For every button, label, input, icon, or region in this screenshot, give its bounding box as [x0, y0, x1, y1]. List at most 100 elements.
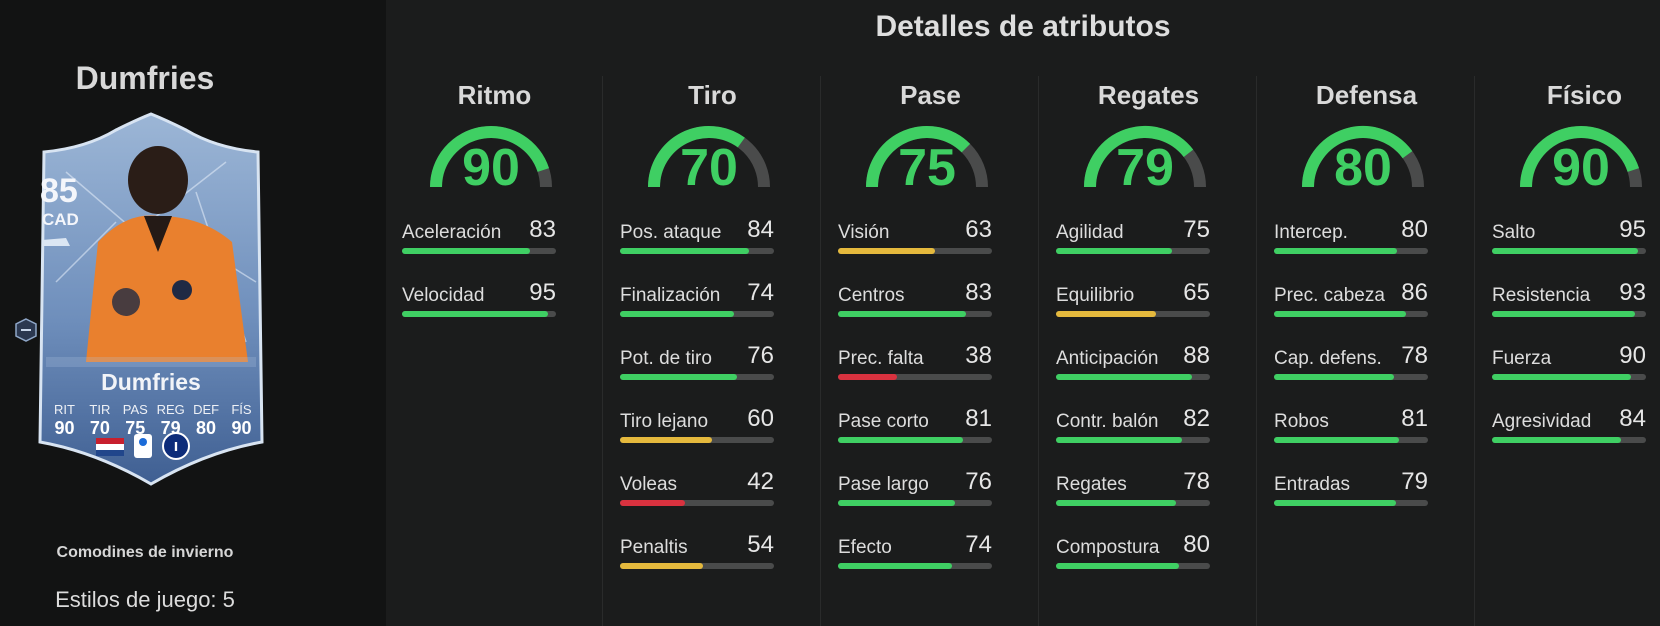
- stat-row: Prec. cabeza 86: [1274, 279, 1434, 319]
- stat-value: 84: [1619, 405, 1646, 432]
- chemistry-style-icon: [15, 318, 37, 342]
- stat-value: 84: [747, 216, 774, 243]
- card-player-name: Dumfries: [101, 369, 201, 395]
- stat-label: Penaltis: [620, 537, 688, 558]
- stat-row: Cap. defens. 78: [1274, 342, 1434, 382]
- stat-row: Aceleración 83: [402, 216, 562, 256]
- card-stat-label: FÍS: [231, 402, 252, 417]
- stat-row: Voleas 42: [620, 468, 780, 508]
- stat-label: Entradas: [1274, 474, 1351, 495]
- stat-bar-fill: [1274, 500, 1396, 506]
- stat-bar-fill: [1056, 374, 1192, 380]
- stat-row: Pot. de tiro 76: [620, 342, 780, 382]
- stat-row: Resistencia 93: [1492, 279, 1652, 319]
- stat-row: Compostura 80: [1056, 531, 1216, 571]
- stat-bar-track: [620, 374, 774, 380]
- promo-name: Comodines de invierno: [56, 544, 234, 561]
- stat-row: Agilidad 75: [1056, 216, 1216, 256]
- card-rating: 85: [40, 172, 78, 210]
- stat-bar-track: [620, 311, 774, 317]
- card-stat-label: RIT: [54, 402, 75, 417]
- league-badge-icon: [134, 434, 152, 458]
- stat-label: Cap. defens.: [1274, 348, 1382, 369]
- category-gauge: 79: [1078, 120, 1212, 196]
- stat-bar-fill: [1492, 374, 1631, 380]
- stat-bar-fill: [1492, 437, 1621, 443]
- stat-value: 80: [1401, 216, 1428, 243]
- stat-bar-track: [1274, 500, 1428, 506]
- stat-value: 80: [1183, 531, 1210, 558]
- card-position: CAD: [42, 210, 79, 229]
- stat-value: 81: [1401, 405, 1428, 432]
- stat-row: Fuerza 90: [1492, 342, 1652, 382]
- stat-bar-track: [620, 248, 774, 254]
- stat-bar-track: [1492, 437, 1646, 443]
- stat-row: Prec. falta 38: [838, 342, 998, 382]
- stat-bar-fill: [1274, 437, 1399, 443]
- category-title: Tiro: [688, 80, 737, 110]
- stat-bar-fill: [838, 311, 966, 317]
- stat-value: 82: [1183, 405, 1210, 432]
- category-gauge: 70: [642, 120, 776, 196]
- stat-value: 95: [1619, 216, 1646, 243]
- stat-row: Agresividad 84: [1492, 405, 1652, 445]
- stat-bar-track: [1056, 374, 1210, 380]
- category-value: 90: [462, 139, 520, 197]
- card-stat-label: REG: [156, 402, 185, 417]
- stat-label: Prec. cabeza: [1274, 285, 1385, 306]
- stat-bar-track: [620, 563, 774, 569]
- nation-flag-icon: [96, 438, 124, 456]
- stat-bar-fill: [838, 248, 935, 254]
- stat-bar-fill: [1274, 311, 1406, 317]
- stat-label: Pot. de tiro: [620, 348, 712, 369]
- stat-bar-track: [838, 311, 992, 317]
- stat-value: 42: [747, 468, 774, 495]
- stat-label: Pase corto: [838, 411, 929, 432]
- stat-label: Voleas: [620, 474, 678, 495]
- category-value: 75: [898, 139, 956, 197]
- stat-row: Velocidad 95: [402, 279, 562, 319]
- stat-label: Tiro lejano: [620, 411, 709, 432]
- category-title: Pase: [900, 80, 961, 110]
- svg-text:I: I: [174, 440, 178, 454]
- stat-value: 90: [1619, 342, 1646, 369]
- stat-value: 75: [1183, 216, 1210, 243]
- stat-bar-fill: [1492, 248, 1638, 254]
- stat-label: Efecto: [838, 537, 892, 558]
- stat-value: 95: [529, 279, 556, 306]
- stat-label: Regates: [1056, 474, 1127, 495]
- stat-value: 88: [1183, 342, 1210, 369]
- category-gauge: 90: [424, 120, 558, 196]
- category-value: 70: [680, 139, 738, 197]
- stat-bar-fill: [1492, 311, 1635, 317]
- category-title: Ritmo: [457, 80, 532, 110]
- gauge-fill: [430, 126, 550, 188]
- stat-bar-track: [1492, 374, 1646, 380]
- stat-bar-track: [1492, 311, 1646, 317]
- stat-label: Pos. ataque: [620, 222, 722, 243]
- stat-row: Pos. ataque 84: [620, 216, 780, 256]
- stat-label: Prec. falta: [838, 348, 924, 369]
- stat-row: Pase corto 81: [838, 405, 998, 445]
- category-title: Físico: [1546, 80, 1623, 110]
- stat-label: Resistencia: [1492, 285, 1591, 306]
- stat-bar-track: [620, 437, 774, 443]
- gauge-fill: [1520, 126, 1640, 188]
- stat-bar-fill: [1056, 248, 1172, 254]
- column-divider: [1038, 76, 1039, 626]
- stat-bar-track: [838, 500, 992, 506]
- stat-row: Equilibrio 65: [1056, 279, 1216, 319]
- stat-row: Tiro lejano 60: [620, 405, 780, 445]
- stat-bar-track: [1056, 437, 1210, 443]
- playstyles-count[interactable]: Estilos de juego: 5: [55, 587, 235, 612]
- stat-label: Salto: [1492, 222, 1536, 243]
- column-divider: [820, 76, 821, 626]
- stat-bar-track: [1056, 248, 1210, 254]
- stat-bar-track: [838, 437, 992, 443]
- stat-value: 81: [965, 405, 992, 432]
- stat-row: Anticipación 88: [1056, 342, 1216, 382]
- stat-label: Compostura: [1056, 537, 1160, 558]
- stat-label: Pase largo: [838, 474, 929, 495]
- player-card[interactable]: I 85 CAD Dumfries RIT TIR PAS REG DEF FÍ…: [26, 112, 276, 488]
- player-name: Dumfries: [75, 60, 215, 96]
